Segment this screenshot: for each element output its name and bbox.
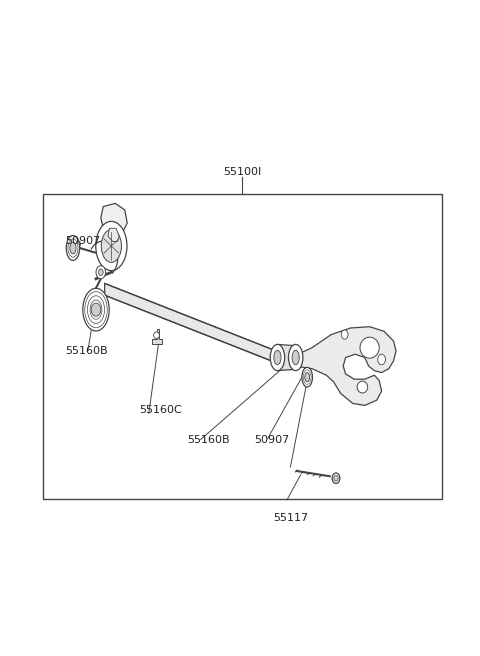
Text: 55160B: 55160B xyxy=(187,434,230,445)
Ellipse shape xyxy=(332,473,340,483)
Ellipse shape xyxy=(360,337,379,358)
Ellipse shape xyxy=(270,344,285,371)
Bar xyxy=(43,194,442,499)
Ellipse shape xyxy=(274,350,281,365)
Ellipse shape xyxy=(83,289,109,331)
Ellipse shape xyxy=(357,381,368,393)
Ellipse shape xyxy=(70,242,76,254)
Ellipse shape xyxy=(154,332,159,338)
Text: 55117: 55117 xyxy=(274,513,309,523)
Polygon shape xyxy=(277,344,296,371)
Polygon shape xyxy=(152,329,162,344)
Circle shape xyxy=(378,354,385,365)
Circle shape xyxy=(98,269,103,276)
Ellipse shape xyxy=(101,230,121,262)
Text: 55100I: 55100I xyxy=(223,167,262,177)
Circle shape xyxy=(96,266,106,279)
Text: 50907: 50907 xyxy=(65,236,100,247)
Text: 50907: 50907 xyxy=(254,434,289,445)
Circle shape xyxy=(341,330,348,339)
Text: 55160C: 55160C xyxy=(139,405,182,415)
Polygon shape xyxy=(295,327,396,405)
Ellipse shape xyxy=(288,344,303,371)
Text: 55160B: 55160B xyxy=(65,346,108,356)
Ellipse shape xyxy=(66,236,80,260)
Ellipse shape xyxy=(302,367,312,387)
Polygon shape xyxy=(105,283,293,369)
Ellipse shape xyxy=(96,221,127,270)
Polygon shape xyxy=(101,203,127,235)
Ellipse shape xyxy=(305,373,310,382)
Ellipse shape xyxy=(292,350,300,365)
Ellipse shape xyxy=(334,475,338,482)
Circle shape xyxy=(91,303,101,316)
Polygon shape xyxy=(108,228,119,241)
